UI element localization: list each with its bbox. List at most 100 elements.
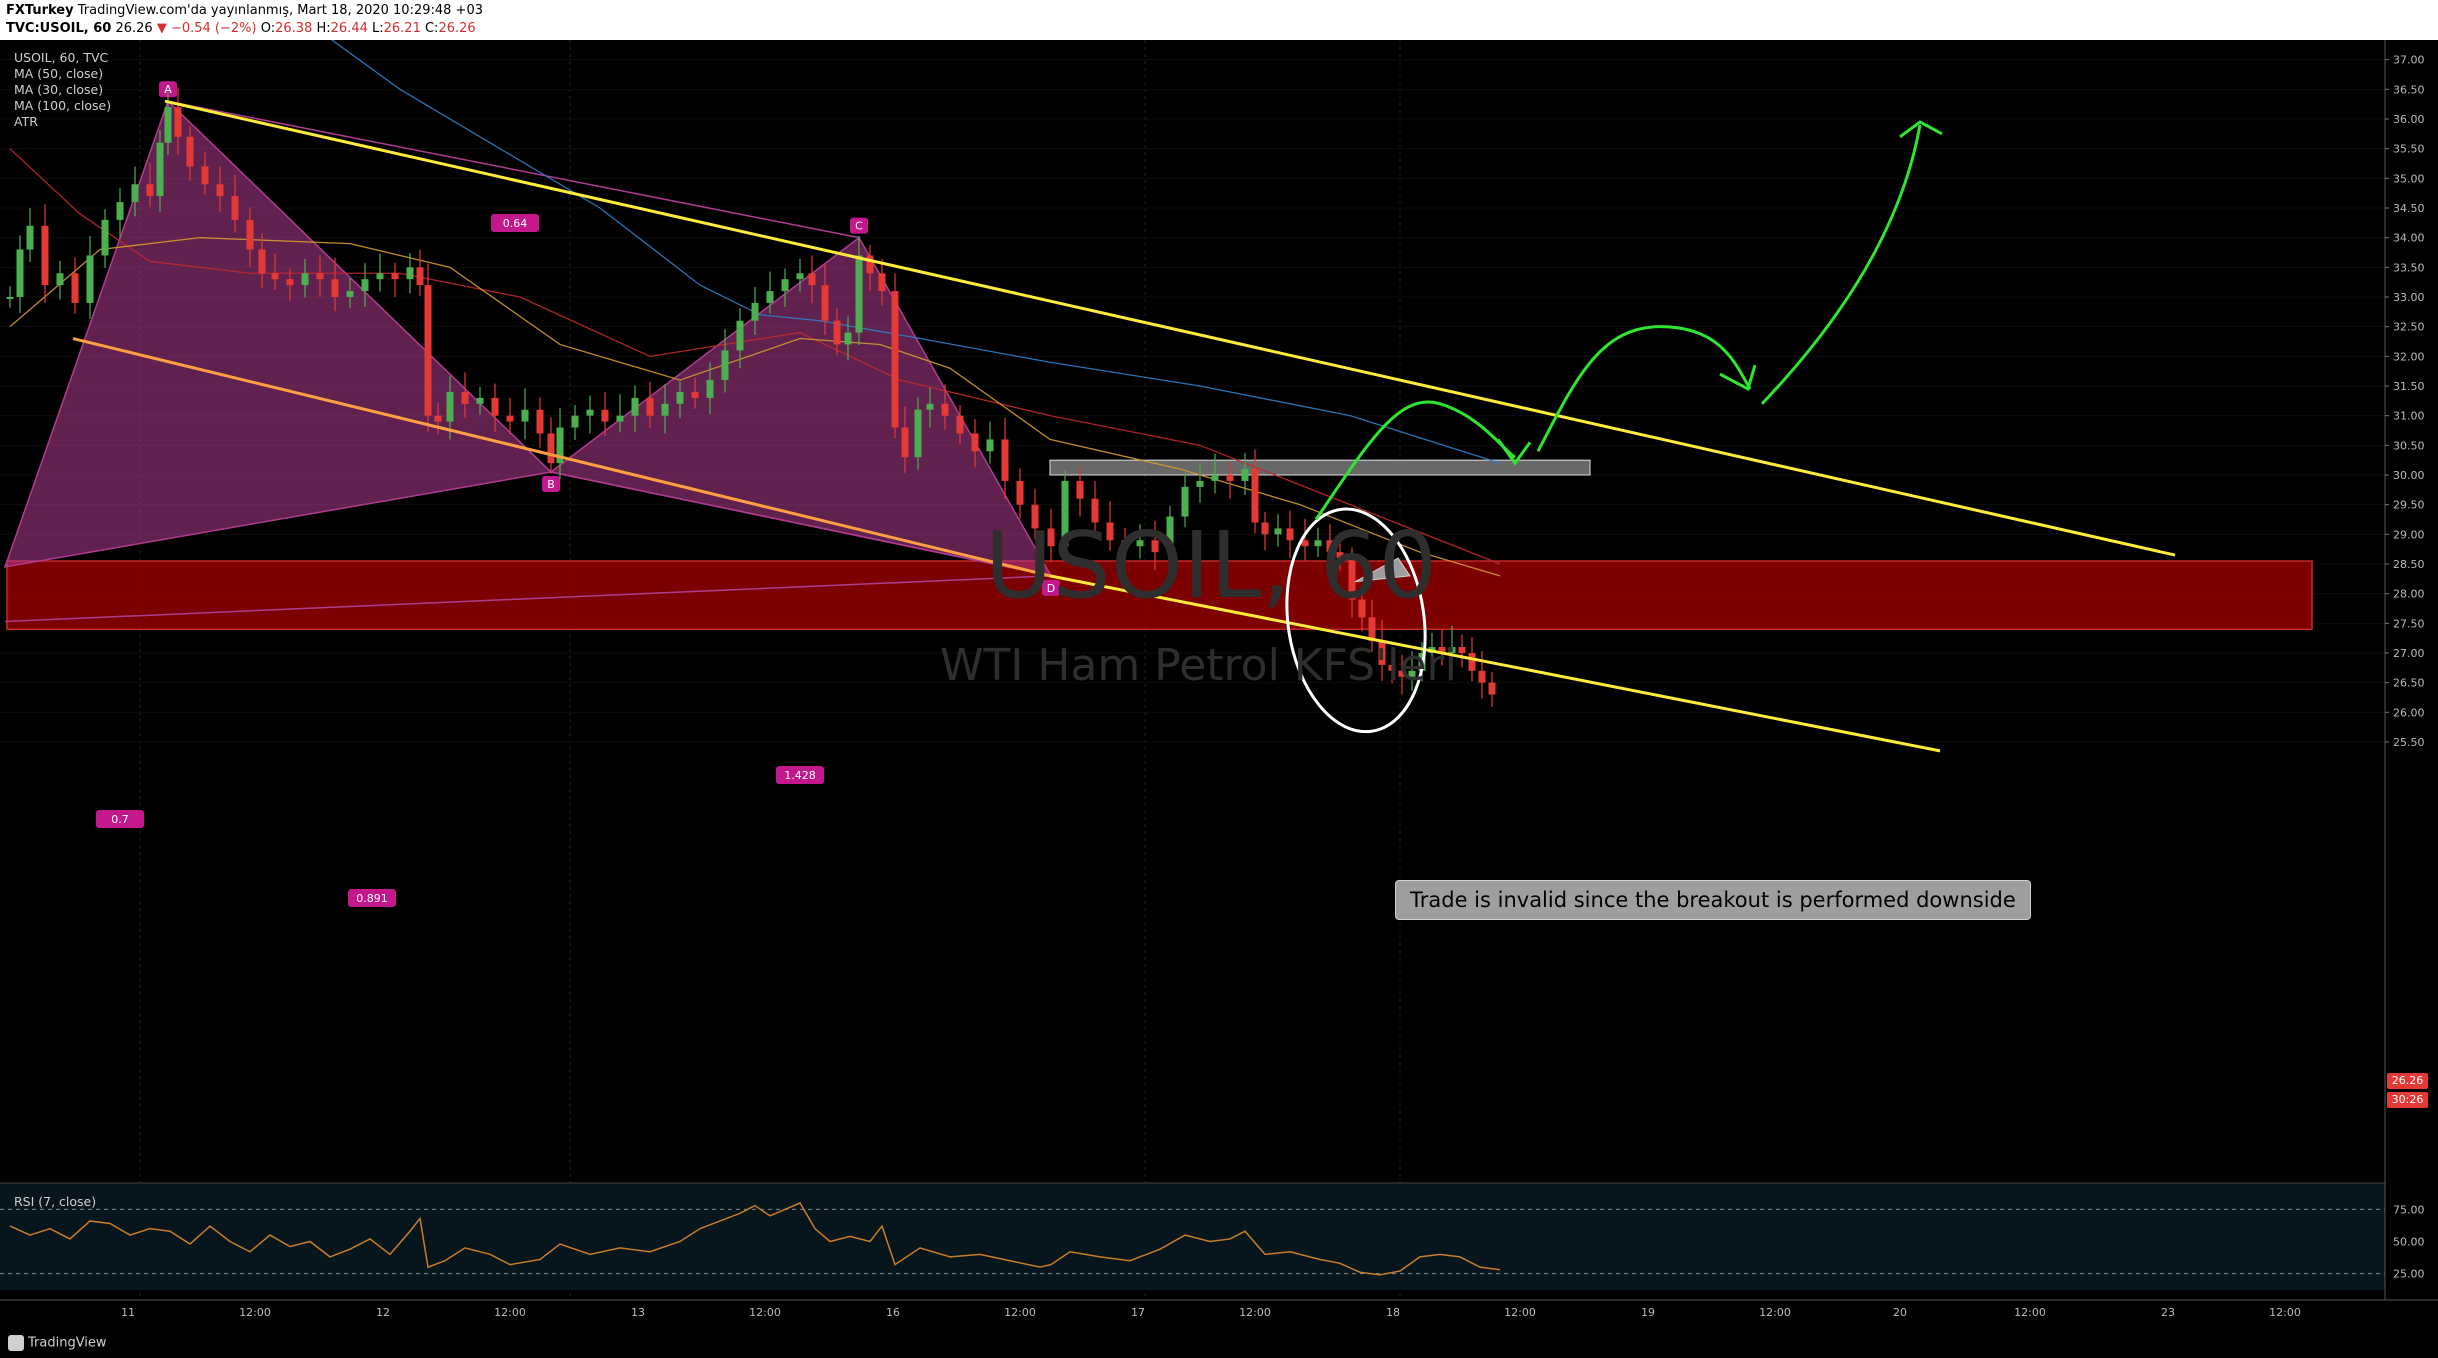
orange-trendline	[72, 337, 1051, 578]
low-label: L:	[372, 21, 384, 36]
candle-body	[706, 380, 714, 398]
candle-body	[986, 439, 994, 452]
candle-body	[1348, 558, 1356, 600]
ratio-label: 0.7	[111, 813, 129, 826]
tradingview-logo[interactable]: TradingView	[8, 1335, 107, 1351]
tradingview-label: TradingView	[28, 1335, 107, 1351]
candle-body	[1368, 617, 1376, 642]
candle-body	[1468, 652, 1476, 671]
legend-symbol[interactable]: USOIL, 60, TVC	[14, 50, 109, 65]
candle-body	[1388, 664, 1396, 671]
candle-body	[491, 397, 499, 416]
legend-atr[interactable]: ATR	[14, 114, 38, 129]
watermark-title: USOIL, 60	[985, 512, 1438, 619]
symbol-label: TVC:USOIL, 60	[6, 21, 112, 36]
legend-ma30[interactable]: MA (30, close)	[14, 82, 104, 97]
ma50-line	[9, 148, 1501, 565]
candle-body	[1076, 480, 1084, 499]
candle-body	[796, 273, 804, 280]
time-tick-label: 12	[376, 1306, 390, 1319]
price-tick-label: 29.50	[2393, 499, 2425, 512]
candle-body	[1181, 486, 1189, 517]
candle-body	[131, 184, 139, 203]
ma100-line	[330, 40, 1501, 464]
pattern-label-c-box	[850, 217, 868, 234]
callout-note[interactable]: Trade is invalid since the breakout is p…	[1395, 880, 2031, 920]
candle-body	[956, 415, 964, 434]
high-label: H:	[316, 21, 331, 36]
ratio-box	[348, 889, 396, 907]
time-tick-label: 12:00	[749, 1306, 781, 1319]
footer-bar	[0, 1333, 2438, 1358]
candle-body	[821, 285, 829, 321]
green-arrowhead-3	[1899, 120, 1943, 139]
candle-body	[586, 409, 594, 416]
candle-body	[16, 249, 24, 297]
candle-body	[1448, 647, 1456, 653]
candle-body	[556, 427, 564, 464]
rsi-legend[interactable]: RSI (7, close)	[14, 1194, 97, 1209]
candle-body	[216, 184, 224, 197]
candle-body	[406, 267, 414, 280]
candle-body	[1274, 528, 1282, 535]
author-name[interactable]: FXTurkey	[6, 3, 74, 18]
legend-ma50[interactable]: MA (50, close)	[14, 66, 104, 81]
rsi-line	[9, 1202, 1501, 1276]
axes-layer: 37.5037.0036.5036.0035.5035.0034.5034.00…	[0, 40, 2438, 1319]
candle-body	[808, 273, 816, 286]
candle-body	[156, 142, 164, 197]
candle-body	[536, 409, 544, 434]
green-arrowhead-2	[1719, 364, 1757, 392]
publish-info: FXTurkey TradingView.com'da yayınlanmış,…	[6, 3, 483, 18]
price-tick-label: 32.50	[2393, 321, 2425, 334]
time-tick-label: 12:00	[239, 1306, 271, 1319]
harmonic-pattern: A B C D 0.64 1.428 0.7 0.891	[3, 81, 1060, 907]
candle-body	[506, 415, 514, 422]
candle-body	[571, 415, 579, 428]
time-tick-label: 18	[1386, 1306, 1400, 1319]
legend-ma100[interactable]: MA (100, close)	[14, 98, 112, 113]
pattern-label-a-box	[159, 81, 177, 98]
candle-body	[146, 184, 154, 197]
watermark-subtitle: WTI Ham Petrol KFS'leri	[940, 640, 1457, 691]
upper-trendline	[164, 99, 2176, 557]
header-bar: FXTurkey TradingView.com'da yayınlanmış,…	[0, 0, 2438, 40]
candle-body	[547, 433, 555, 464]
candle-body	[201, 166, 209, 185]
chart-background	[0, 40, 2438, 1358]
candle-body	[1408, 670, 1416, 677]
price-tick-label: 26.00	[2393, 706, 2425, 719]
candle-body	[301, 273, 309, 286]
candle-body	[1251, 469, 1259, 523]
candle-body	[914, 409, 922, 458]
time-tick-label: 17	[1131, 1306, 1145, 1319]
time-tick-label: 12:00	[1504, 1306, 1536, 1319]
time-tick-label: 12:00	[2269, 1306, 2301, 1319]
time-tick-label: 23	[2161, 1306, 2175, 1319]
candle-body	[424, 285, 432, 416]
candle-body	[1196, 480, 1204, 487]
candle-body	[844, 332, 852, 345]
candle-body	[416, 267, 424, 286]
candle-body	[721, 350, 729, 381]
candle-body	[434, 415, 442, 422]
time-tick-label: 11	[121, 1306, 135, 1319]
candle-body	[1001, 439, 1009, 481]
candle-body	[1286, 528, 1294, 541]
candle-body	[186, 136, 194, 167]
candle-body	[258, 249, 266, 274]
lower-trendline	[1049, 574, 1941, 753]
price-tick-label: 30.50	[2393, 439, 2425, 452]
candle-body	[86, 255, 94, 303]
pattern-label-a: A	[164, 83, 172, 96]
time-tick-label: 20	[1893, 1306, 1907, 1319]
time-tick-label: 12:00	[1239, 1306, 1271, 1319]
price-tick-label: 27.50	[2393, 617, 2425, 630]
candle-body	[361, 279, 369, 292]
indicator-legend: USOIL, 60, TVC MA (50, close) MA (30, cl…	[14, 50, 111, 130]
candle-body	[6, 296, 14, 299]
pattern-label-d-box	[1042, 579, 1060, 596]
pattern-ac-line	[167, 100, 860, 239]
candle-body	[1326, 540, 1334, 553]
